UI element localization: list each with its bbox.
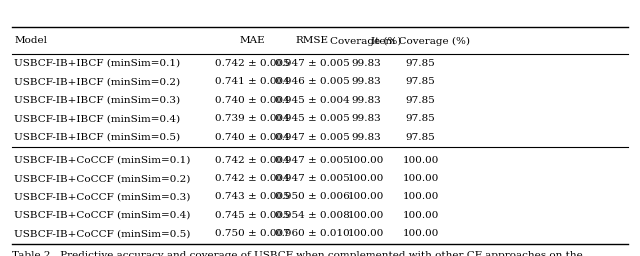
Text: 0.745 ± 0.005: 0.745 ± 0.005 [216, 211, 290, 220]
Text: 0.741 ± 0.004: 0.741 ± 0.004 [216, 77, 290, 86]
Text: 97.85: 97.85 [406, 77, 435, 86]
Text: 0.950 ± 0.006: 0.950 ± 0.006 [275, 193, 349, 201]
Text: MAE: MAE [240, 36, 266, 46]
Text: 0.945 ± 0.005: 0.945 ± 0.005 [275, 114, 349, 123]
Text: Table 2.  Predictive accuracy and coverage of USBCF when complemented with other: Table 2. Predictive accuracy and coverag… [12, 251, 582, 256]
Text: 0.750 ± 0.007: 0.750 ± 0.007 [216, 229, 290, 238]
Text: 100.00: 100.00 [403, 229, 438, 238]
Text: 100.00: 100.00 [403, 211, 438, 220]
Text: 0.954 ± 0.008: 0.954 ± 0.008 [275, 211, 349, 220]
Text: 100.00: 100.00 [403, 174, 438, 183]
Text: 0.743 ± 0.005: 0.743 ± 0.005 [216, 193, 290, 201]
Text: 100.00: 100.00 [348, 229, 384, 238]
Text: 0.739 ± 0.004: 0.739 ± 0.004 [216, 114, 290, 123]
Text: USBCF-IB+IBCF (minSim=0.5): USBCF-IB+IBCF (minSim=0.5) [14, 133, 180, 142]
Text: USBCF-IB+IBCF (minSim=0.3): USBCF-IB+IBCF (minSim=0.3) [14, 96, 180, 105]
Text: 100.00: 100.00 [348, 211, 384, 220]
Text: USBCF-IB+CoCCF (minSim=0.3): USBCF-IB+CoCCF (minSim=0.3) [14, 193, 191, 201]
Text: 0.742 ± 0.004: 0.742 ± 0.004 [216, 156, 290, 165]
Text: 0.946 ± 0.005: 0.946 ± 0.005 [275, 77, 349, 86]
Text: 97.85: 97.85 [406, 133, 435, 142]
Text: 100.00: 100.00 [348, 193, 384, 201]
Text: 99.83: 99.83 [351, 96, 381, 105]
Text: USBCF-IB+IBCF (minSim=0.1): USBCF-IB+IBCF (minSim=0.1) [14, 59, 180, 68]
Text: 99.83: 99.83 [351, 114, 381, 123]
Text: USBCF-IB+CoCCF (minSim=0.2): USBCF-IB+CoCCF (minSim=0.2) [14, 174, 191, 183]
Text: RMSE: RMSE [296, 36, 329, 46]
Text: 0.742 ± 0.005: 0.742 ± 0.005 [216, 59, 290, 68]
Text: 97.85: 97.85 [406, 96, 435, 105]
Text: 0.947 ± 0.005: 0.947 ± 0.005 [275, 156, 349, 165]
Text: 97.85: 97.85 [406, 114, 435, 123]
Text: 100.00: 100.00 [348, 156, 384, 165]
Text: 0.947 ± 0.005: 0.947 ± 0.005 [275, 133, 349, 142]
Text: Coverage (%): Coverage (%) [330, 36, 402, 46]
Text: 0.947 ± 0.005: 0.947 ± 0.005 [275, 174, 349, 183]
Text: 0.742 ± 0.004: 0.742 ± 0.004 [216, 174, 290, 183]
Text: 0.947 ± 0.005: 0.947 ± 0.005 [275, 59, 349, 68]
Text: 100.00: 100.00 [348, 174, 384, 183]
Text: USBCF-IB+CoCCF (minSim=0.1): USBCF-IB+CoCCF (minSim=0.1) [14, 156, 191, 165]
Text: USBCF-IB+IBCF (minSim=0.4): USBCF-IB+IBCF (minSim=0.4) [14, 114, 180, 123]
Text: 99.83: 99.83 [351, 59, 381, 68]
Text: 100.00: 100.00 [403, 193, 438, 201]
Text: 0.945 ± 0.004: 0.945 ± 0.004 [275, 96, 349, 105]
Text: USBCF-IB+CoCCF (minSim=0.5): USBCF-IB+CoCCF (minSim=0.5) [14, 229, 191, 238]
Text: 0.740 ± 0.004: 0.740 ± 0.004 [216, 96, 290, 105]
Text: Model: Model [14, 36, 47, 46]
Text: 0.960 ± 0.010: 0.960 ± 0.010 [275, 229, 349, 238]
Text: USBCF-IB+CoCCF (minSim=0.4): USBCF-IB+CoCCF (minSim=0.4) [14, 211, 191, 220]
Text: USBCF-IB+IBCF (minSim=0.2): USBCF-IB+IBCF (minSim=0.2) [14, 77, 180, 86]
Text: Item Coverage (%): Item Coverage (%) [371, 36, 470, 46]
Text: 99.83: 99.83 [351, 133, 381, 142]
Text: 0.740 ± 0.004: 0.740 ± 0.004 [216, 133, 290, 142]
Text: 97.85: 97.85 [406, 59, 435, 68]
Text: 99.83: 99.83 [351, 77, 381, 86]
Text: 100.00: 100.00 [403, 156, 438, 165]
